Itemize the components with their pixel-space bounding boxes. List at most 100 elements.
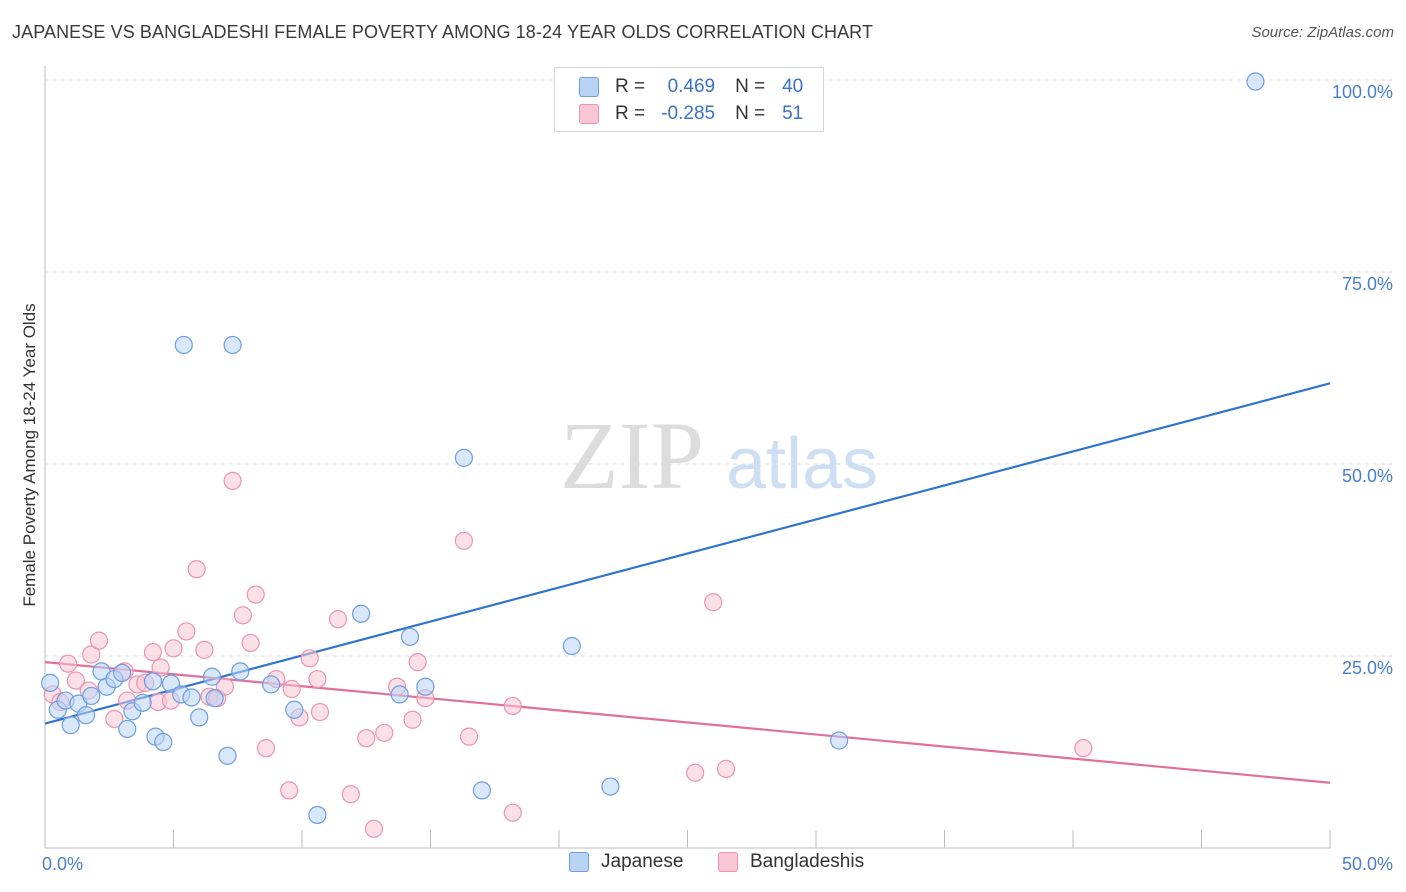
legend-n-value-bangladeshi: 51: [782, 103, 804, 124]
bangladeshi-point[interactable]: [66, 671, 85, 690]
japanese-point[interactable]: [218, 746, 237, 765]
legend-item-japanese[interactable]: Japanese: [569, 851, 683, 873]
japanese-point[interactable]: [112, 663, 132, 682]
legend-n-label-bangladeshi: N =: [735, 103, 766, 124]
japanese-point[interactable]: [202, 667, 222, 686]
japanese-point[interactable]: [400, 627, 420, 646]
japanese-point[interactable]: [41, 673, 60, 692]
series-bangladeshis: [43, 471, 1093, 838]
bangladeshi-point[interactable]: [364, 819, 384, 838]
axes: [44, 66, 1331, 849]
japanese-point[interactable]: [182, 688, 201, 707]
legend-swatch-bangladeshis-bottom: [718, 852, 738, 872]
watermark: ZIP atlas: [560, 402, 878, 509]
japanese-point[interactable]: [352, 604, 371, 623]
tick-labels: 25.0% 50.0% 75.0% 100.0% 0.0% 50.0%: [42, 82, 1393, 874]
bangladeshi-point[interactable]: [215, 677, 234, 696]
y-tick-label: 50.0%: [1342, 466, 1393, 486]
legend-label-japanese: Japanese: [601, 851, 684, 872]
bangladeshi-point[interactable]: [300, 649, 319, 668]
bangladeshi-point[interactable]: [704, 593, 723, 612]
japanese-point[interactable]: [174, 335, 193, 355]
legend-r-value-bangladeshi: -0.285: [661, 103, 716, 124]
japanese-point[interactable]: [562, 636, 581, 656]
bangladeshi-point[interactable]: [403, 710, 422, 729]
japanese-point[interactable]: [143, 672, 163, 691]
japanese-point[interactable]: [190, 708, 209, 727]
japanese-point[interactable]: [77, 706, 96, 725]
y-tick-label: 100.0%: [1332, 82, 1393, 102]
legend-n-value-japanese: 40: [782, 76, 804, 97]
japanese-point[interactable]: [285, 700, 304, 719]
bangladeshi-point[interactable]: [151, 658, 170, 677]
japanese-point[interactable]: [472, 781, 491, 800]
bangladeshi-point[interactable]: [357, 729, 376, 748]
japanese-point[interactable]: [118, 719, 137, 739]
bangladeshi-point[interactable]: [105, 709, 124, 729]
bangladeshi-point[interactable]: [89, 631, 109, 650]
bangladeshi-point[interactable]: [503, 696, 522, 716]
bangladeshi-point[interactable]: [310, 702, 330, 722]
bangladeshi-point[interactable]: [233, 606, 252, 625]
bangladeshi-point[interactable]: [459, 727, 479, 746]
x-tick-label: 50.0%: [1342, 854, 1393, 874]
japanese-point[interactable]: [231, 662, 250, 681]
bangladeshi-point[interactable]: [187, 560, 206, 579]
bangladeshi-point[interactable]: [280, 781, 299, 800]
japanese-point[interactable]: [61, 716, 80, 735]
trend-lines: [44, 382, 1331, 784]
bangladeshi-point[interactable]: [408, 653, 427, 672]
bangladeshi-point[interactable]: [341, 785, 360, 804]
bangladeshi-point[interactable]: [308, 669, 327, 689]
japanese-point[interactable]: [262, 675, 281, 694]
japanese-trend-line: [44, 382, 1331, 725]
y-tick-label: 25.0%: [1342, 658, 1393, 678]
bangladeshi-point[interactable]: [256, 739, 276, 758]
japanese-point[interactable]: [601, 777, 620, 796]
grid-lines: [45, 79, 1392, 657]
bangladeshi-point[interactable]: [241, 633, 260, 653]
source-credit: Source: ZipAtlas.com: [1251, 24, 1394, 41]
bangladeshi-point[interactable]: [454, 531, 474, 550]
bangladeshi-point[interactable]: [716, 759, 736, 778]
legend-swatch-japanese-bottom: [569, 852, 589, 872]
y-axis-label: Female Poverty Among 18-24 Year Olds: [20, 303, 39, 607]
bangladeshi-trend-line: [44, 661, 1331, 784]
japanese-point[interactable]: [830, 731, 849, 750]
legend-r-label-bangladeshi: R =: [615, 103, 646, 124]
japanese-point[interactable]: [133, 693, 152, 712]
bangladeshi-point[interactable]: [503, 803, 522, 822]
bangladeshi-point[interactable]: [1074, 739, 1093, 758]
series-legend: Japanese Bangladeshis: [0, 851, 1406, 877]
japanese-point[interactable]: [82, 686, 101, 706]
bangladeshi-point[interactable]: [177, 622, 196, 641]
bangladeshi-point[interactable]: [164, 639, 183, 658]
bangladeshi-point[interactable]: [143, 643, 163, 662]
japanese-point[interactable]: [154, 732, 173, 752]
bangladeshi-point[interactable]: [195, 640, 214, 659]
bangladeshi-point[interactable]: [328, 610, 348, 629]
watermark-zip: ZIP: [560, 402, 704, 509]
bangladeshi-point[interactable]: [246, 585, 265, 604]
japanese-point[interactable]: [454, 448, 474, 467]
bangladeshi-point[interactable]: [223, 471, 242, 490]
series-japanese: [41, 72, 1265, 825]
legend-row-japanese: R = 0.469 N = 40: [579, 74, 803, 100]
japanese-point[interactable]: [416, 677, 435, 696]
japanese-point[interactable]: [223, 335, 242, 355]
y-tick-label: 75.0%: [1342, 274, 1393, 294]
bangladeshi-point[interactable]: [282, 679, 301, 699]
legend-item-bangladeshis[interactable]: Bangladeshis: [718, 851, 864, 873]
legend-swatch-bangladeshi: [579, 104, 599, 124]
japanese-point[interactable]: [205, 689, 224, 708]
japanese-point[interactable]: [1246, 72, 1265, 91]
bangladeshi-point[interactable]: [59, 654, 78, 673]
bangladeshi-point[interactable]: [686, 763, 705, 782]
legend-r-label-japanese: R =: [615, 76, 646, 97]
japanese-point[interactable]: [390, 685, 409, 704]
legend-row-bangladeshi: R = -0.285 N = 51: [579, 101, 803, 127]
bangladeshi-point[interactable]: [375, 723, 394, 742]
japanese-point[interactable]: [308, 805, 327, 825]
legend-r-value-japanese: 0.469: [667, 76, 716, 97]
bangladeshi-point[interactable]: [82, 645, 101, 664]
